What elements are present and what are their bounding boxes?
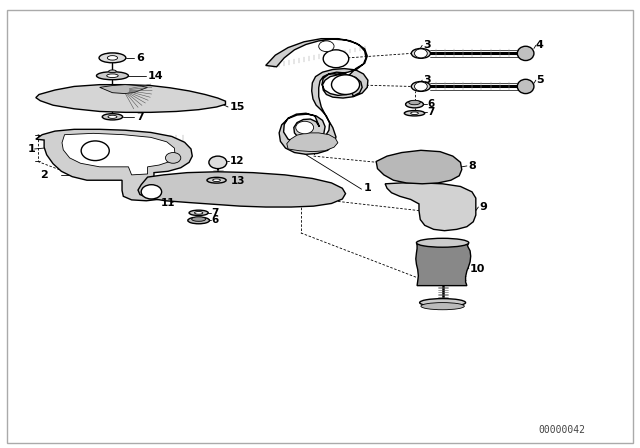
- Text: 1: 1: [364, 183, 371, 193]
- Ellipse shape: [107, 74, 118, 78]
- Circle shape: [323, 50, 349, 68]
- Polygon shape: [385, 183, 476, 231]
- Text: 7: 7: [211, 208, 219, 218]
- Circle shape: [296, 121, 314, 134]
- Ellipse shape: [191, 217, 205, 221]
- Text: 5: 5: [536, 75, 543, 85]
- Circle shape: [141, 185, 162, 199]
- Ellipse shape: [517, 79, 534, 94]
- Ellipse shape: [108, 115, 117, 118]
- Text: 6: 6: [428, 99, 435, 109]
- Text: 15: 15: [229, 102, 244, 112]
- Ellipse shape: [207, 177, 226, 183]
- Ellipse shape: [406, 101, 424, 108]
- Polygon shape: [416, 244, 470, 286]
- Ellipse shape: [409, 100, 420, 105]
- Ellipse shape: [421, 302, 465, 310]
- Ellipse shape: [212, 179, 220, 181]
- Polygon shape: [100, 85, 148, 94]
- Circle shape: [319, 41, 334, 52]
- Text: 2: 2: [40, 170, 48, 180]
- Text: 6: 6: [211, 215, 219, 225]
- Circle shape: [81, 141, 109, 160]
- Ellipse shape: [99, 53, 126, 63]
- Polygon shape: [36, 85, 225, 112]
- Ellipse shape: [417, 239, 468, 249]
- Polygon shape: [138, 172, 346, 207]
- Ellipse shape: [102, 114, 123, 120]
- Circle shape: [209, 156, 227, 168]
- Ellipse shape: [404, 111, 425, 116]
- Circle shape: [415, 82, 428, 91]
- Polygon shape: [287, 133, 338, 152]
- Ellipse shape: [412, 82, 431, 91]
- Text: 7: 7: [136, 112, 144, 122]
- Text: 12: 12: [229, 156, 244, 167]
- Circle shape: [415, 49, 428, 58]
- Text: 6: 6: [136, 53, 144, 63]
- Ellipse shape: [108, 56, 118, 60]
- Text: 7: 7: [428, 108, 435, 117]
- Circle shape: [332, 75, 360, 95]
- Ellipse shape: [109, 70, 116, 73]
- Text: 00000042: 00000042: [538, 425, 585, 435]
- Text: 13: 13: [230, 176, 245, 185]
- Ellipse shape: [417, 238, 468, 247]
- Polygon shape: [36, 129, 192, 201]
- Ellipse shape: [188, 217, 209, 224]
- Text: 10: 10: [470, 264, 486, 274]
- Text: 8: 8: [468, 161, 476, 171]
- Text: 9: 9: [479, 202, 488, 212]
- Polygon shape: [62, 134, 175, 175]
- Text: 4: 4: [536, 40, 544, 50]
- Text: 11: 11: [161, 198, 175, 207]
- Polygon shape: [266, 39, 368, 154]
- Ellipse shape: [517, 46, 534, 60]
- Ellipse shape: [189, 210, 208, 215]
- Ellipse shape: [420, 298, 466, 306]
- Ellipse shape: [195, 211, 203, 214]
- Text: 3: 3: [424, 40, 431, 50]
- Text: 1: 1: [28, 144, 35, 154]
- Text: 14: 14: [148, 71, 163, 81]
- Text: 3: 3: [424, 75, 431, 85]
- Ellipse shape: [97, 72, 129, 80]
- Ellipse shape: [412, 48, 431, 58]
- Circle shape: [166, 152, 180, 163]
- Ellipse shape: [411, 112, 419, 115]
- Polygon shape: [376, 151, 462, 184]
